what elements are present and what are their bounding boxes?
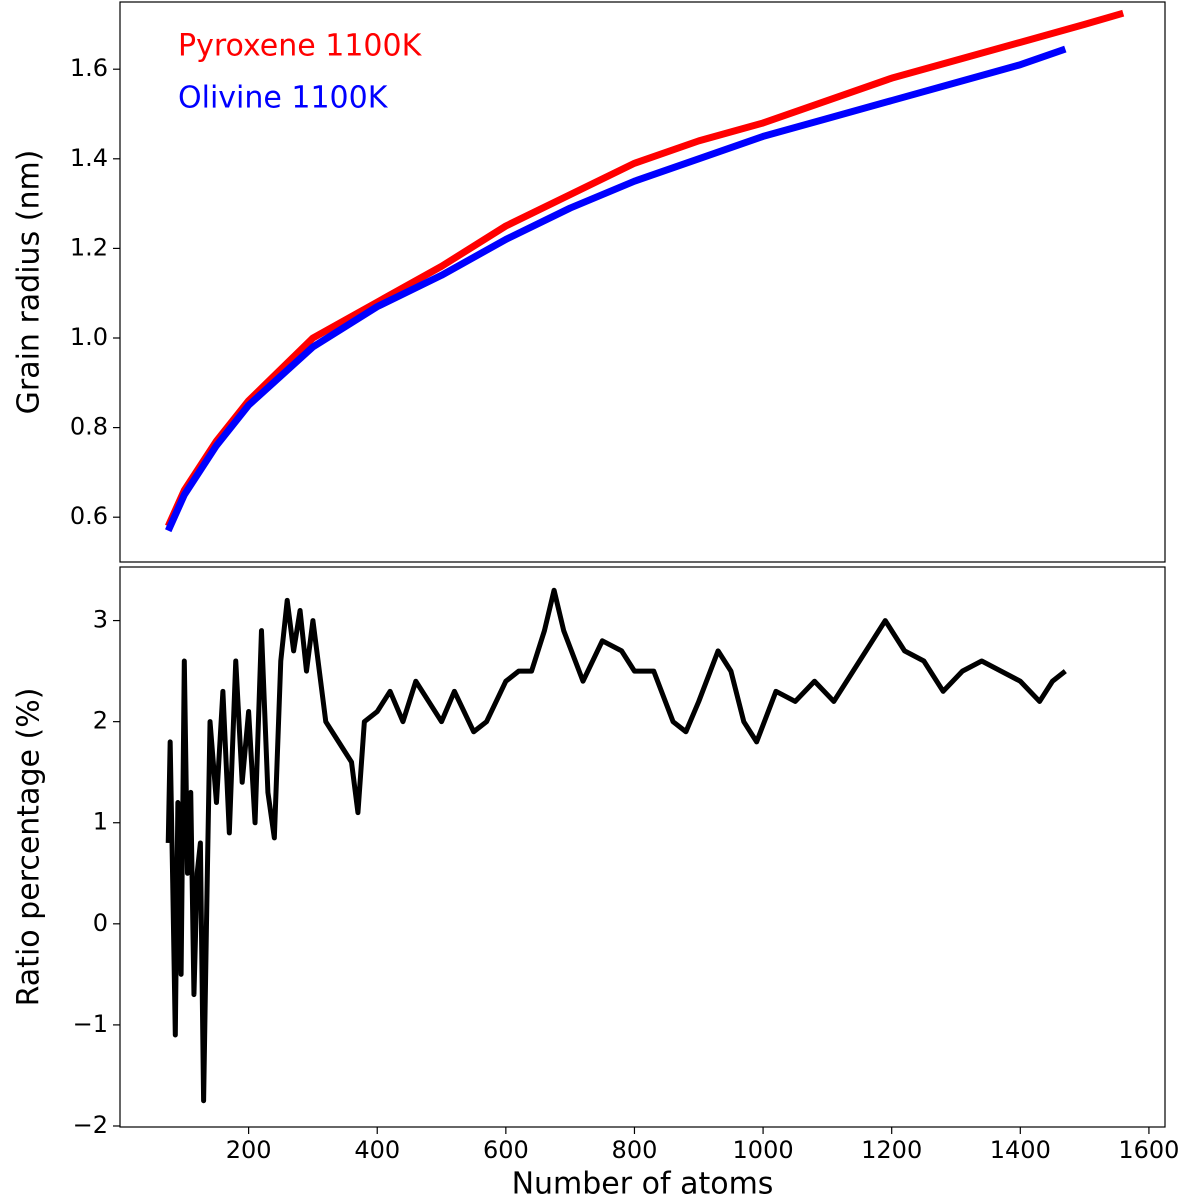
- y-tick-label: 1.6: [70, 54, 108, 82]
- data-line: [165, 587, 1067, 1104]
- x-tick-label: 1000: [733, 1136, 794, 1164]
- y-tick-label: 1.4: [70, 144, 108, 172]
- y-tick-label: −1: [73, 1010, 108, 1038]
- plot-frame: [119, 1, 1166, 563]
- data-line: [165, 45, 1067, 533]
- legend-entry: Olivine 1100K: [178, 81, 389, 116]
- y-tick-label: 2: [93, 707, 108, 735]
- y-axis-label: Grain radius (nm): [12, 150, 47, 415]
- legend-entry: Pyroxene 1100K: [178, 29, 423, 64]
- x-tick-label: 1600: [1118, 1136, 1179, 1164]
- x-tick-label: 1400: [990, 1136, 1051, 1164]
- y-tick-label: 0.8: [70, 413, 108, 441]
- x-tick-label: 400: [354, 1136, 400, 1164]
- plot-frame: [119, 566, 1166, 1128]
- x-tick-label: 200: [226, 1136, 272, 1164]
- x-tick-label: 600: [483, 1136, 529, 1164]
- y-tick-label: 1: [93, 808, 108, 836]
- y-tick-label: 3: [93, 606, 108, 634]
- y-tick-label: 1.2: [70, 233, 108, 261]
- x-tick-label: 800: [612, 1136, 658, 1164]
- x-tick-label: 1200: [861, 1136, 922, 1164]
- y-tick-label: 0: [93, 909, 108, 937]
- y-tick-label: 1.0: [70, 323, 108, 351]
- y-tick-label: 0.6: [70, 502, 108, 530]
- y-tick-label: −2: [73, 1111, 108, 1139]
- x-axis-label: Number of atoms: [512, 1167, 774, 1199]
- y-axis-label: Ratio percentage (%): [12, 688, 47, 1007]
